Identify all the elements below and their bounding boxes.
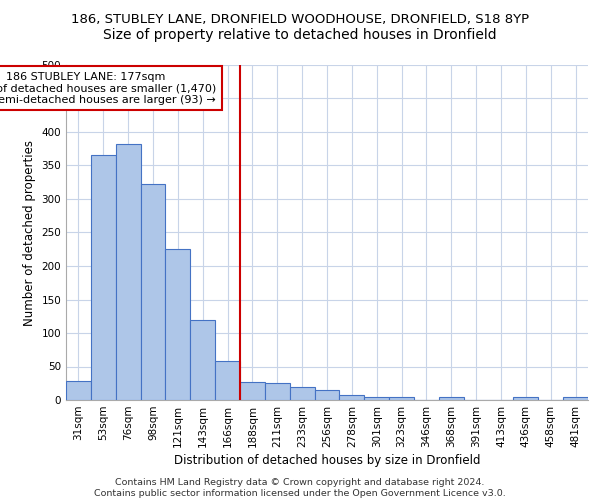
Bar (340, 396, 364, 400)
Text: 186, STUBLEY LANE, DRONFIELD WOODHOUSE, DRONFIELD, S18 8YP: 186, STUBLEY LANE, DRONFIELD WOODHOUSE, … (71, 12, 529, 26)
Bar (314, 390, 340, 400)
Bar (116, 144, 140, 400)
Bar (290, 386, 314, 400)
Bar (190, 320, 215, 400)
Bar (240, 382, 265, 400)
Bar (265, 383, 290, 400)
Y-axis label: Number of detached properties: Number of detached properties (23, 140, 36, 326)
X-axis label: Distribution of detached houses by size in Dronfield: Distribution of detached houses by size … (174, 454, 480, 467)
Text: Contains HM Land Registry data © Crown copyright and database right 2024.
Contai: Contains HM Land Registry data © Crown c… (94, 478, 506, 498)
Bar (140, 184, 166, 400)
Bar (439, 398, 464, 400)
Bar (514, 398, 538, 400)
Bar (91, 156, 116, 400)
Bar (563, 396, 588, 400)
Bar (166, 249, 190, 400)
Bar (389, 396, 414, 400)
Bar (364, 396, 389, 400)
Bar (66, 381, 91, 400)
Text: 186 STUBLEY LANE: 177sqm
← 94% of detached houses are smaller (1,470)
6% of semi: 186 STUBLEY LANE: 177sqm ← 94% of detach… (0, 72, 217, 105)
Bar (215, 361, 240, 400)
Text: Size of property relative to detached houses in Dronfield: Size of property relative to detached ho… (103, 28, 497, 42)
